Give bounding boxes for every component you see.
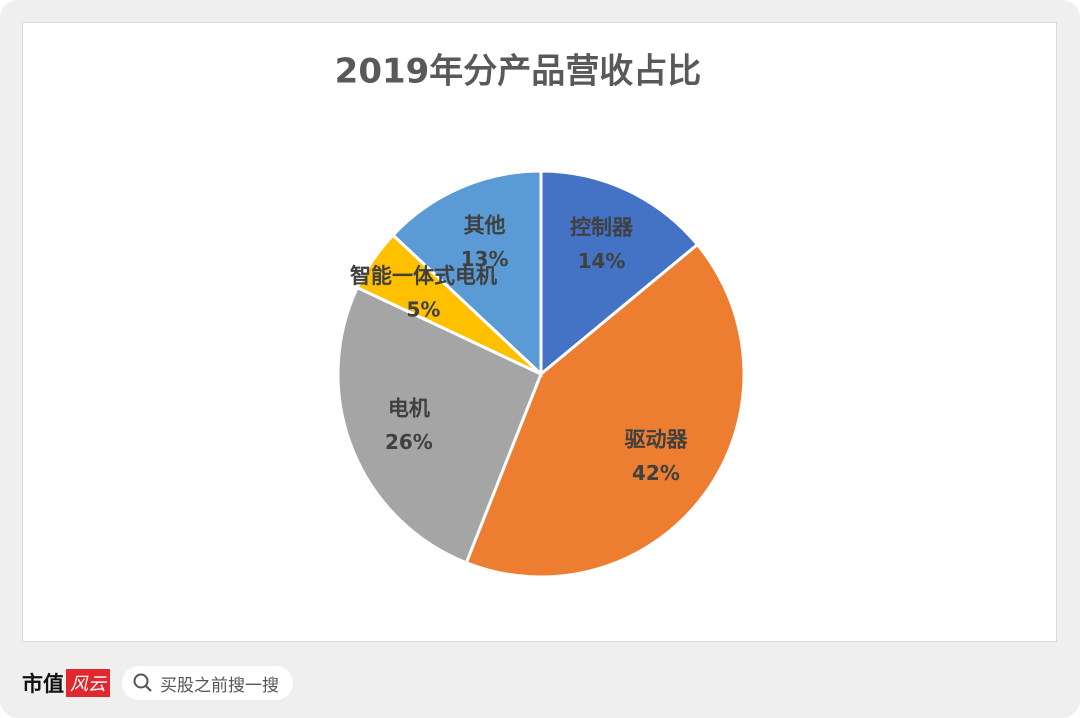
- slice-label: 驱动器: [624, 428, 688, 452]
- slice-label: 智能一体式电机: [350, 264, 497, 288]
- slice-label: 其他: [464, 214, 506, 238]
- search-icon: [133, 673, 152, 692]
- pie-slice: [539, 169, 700, 378]
- pie-slice: [390, 169, 543, 378]
- brand-mark: 风云: [66, 669, 110, 697]
- chart-title: 2019年分产品营收占比: [335, 52, 702, 92]
- value-label: 5%: [406, 298, 440, 322]
- chart: 2019年分产品营收占比 控制器 14% 驱动器 42% 电机 26% 智能一体式电机 5% 其…: [335, 52, 746, 579]
- slice-label: 控制器: [570, 215, 634, 239]
- search-box[interactable]: 买股之前搜一搜: [122, 666, 293, 700]
- pie-slice: [336, 285, 543, 565]
- brand: 市值: [22, 671, 64, 696]
- value-label: 13%: [461, 247, 509, 271]
- value-label: 26%: [385, 430, 433, 454]
- footer: 市值 风云 买股之前搜一搜: [22, 664, 293, 702]
- chart-panel: 2019年分产品营收占比 控制器 14% 驱动器 42% 电机 26% 智能一体式电机 5% 其…: [22, 22, 1057, 642]
- slice-label: 电机: [388, 396, 430, 420]
- value-label: 14%: [578, 249, 626, 273]
- search-text: 买股之前搜一搜: [160, 675, 279, 696]
- pie-slice: [464, 242, 746, 579]
- value-label: 42%: [632, 461, 680, 485]
